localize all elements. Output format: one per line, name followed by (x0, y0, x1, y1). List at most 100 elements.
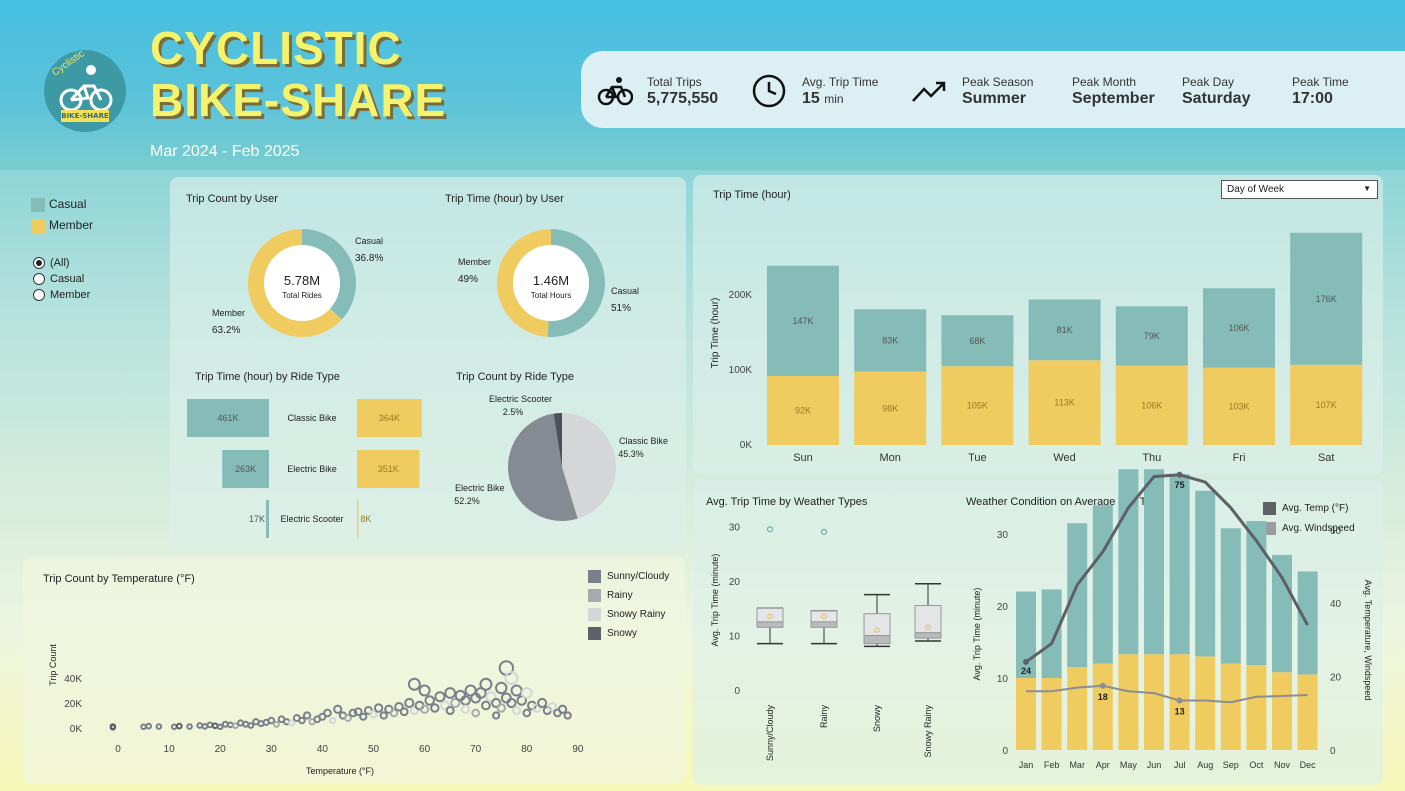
scatter-point (140, 723, 147, 731)
ride-type-label: Electric Bike (287, 464, 337, 474)
donut-slice-member (497, 229, 551, 337)
bar-member (941, 366, 1014, 445)
bar-member (854, 371, 927, 445)
x-tick-label: 10 (164, 744, 176, 755)
legend-avg-temp: Avg. Temp (°F) (1263, 502, 1348, 515)
scatter-point (348, 708, 358, 718)
box-lower (914, 632, 942, 639)
y-tick-label: 20 (729, 577, 741, 588)
bar-casual-value: 83K (882, 335, 898, 345)
bar-casual-value: 106K (1228, 323, 1249, 333)
donut-label-value: 63.2% (212, 325, 240, 336)
chart-title-weather-condition: Weather Condition on Average Trip Time (966, 496, 1164, 508)
filter-option-casual[interactable]: Casual (33, 273, 90, 285)
line-point-label: 13 (1175, 706, 1185, 716)
scatter-point (211, 722, 219, 730)
donut-center-label: Total Rides (282, 291, 322, 300)
donut-label-name: Casual (611, 286, 639, 296)
donut-center-label: Total Hours (531, 291, 571, 300)
x-tick-label: 80 (521, 744, 533, 755)
cyclistic-logo: Cyclistic BIKE-SHARE (44, 48, 126, 132)
month-bar-member (1118, 654, 1139, 750)
kpi-bar: Total Trips 5,775,550 Avg. Trip Time 15 … (581, 51, 1405, 128)
y-tick-label: 0 (1002, 746, 1008, 757)
bar-casual-2 (265, 500, 269, 538)
month-bar-member (1092, 663, 1113, 750)
month-bar-casual (1144, 469, 1164, 655)
pie-slice (553, 413, 562, 467)
bar-member (1290, 364, 1363, 445)
kpi-total-trips: Total Trips 5,775,550 (647, 75, 719, 107)
scatter-point (404, 697, 415, 709)
scatter-point (454, 689, 467, 702)
date-range: Mar 2024 - Feb 2025 (150, 143, 300, 160)
scatter-point (557, 704, 568, 714)
bar-casual-value: 147K (792, 316, 813, 326)
filter-option-member[interactable]: Member (33, 289, 90, 301)
scatter-point (445, 705, 455, 716)
line-point (1176, 697, 1183, 704)
bar-member (1028, 360, 1101, 445)
month-bar-member (1220, 663, 1241, 750)
scatter-point (527, 700, 537, 711)
y2-tick-label: 0 (1330, 746, 1336, 757)
dimension-dropdown[interactable]: Day of Week ▼ (1221, 180, 1378, 199)
month-bar-casual (1246, 521, 1267, 666)
y-tick-label: 0K (740, 440, 753, 451)
filter-option-all[interactable]: (All) (33, 257, 90, 269)
chart-title-trip-count-user: Trip Count by User (186, 193, 278, 205)
scatter-point (373, 703, 384, 713)
y-tick-label: 100K (729, 365, 753, 376)
scatter-point (496, 703, 506, 713)
scatter-point (485, 691, 497, 703)
user-legend: Casual Member (31, 197, 93, 233)
scatter-point (409, 705, 419, 716)
logo-badge: BIKE-SHARE (61, 110, 109, 122)
scatter-point (491, 697, 502, 709)
month-bar-member (1067, 667, 1088, 750)
box-lower (810, 621, 838, 628)
scatter-point (500, 692, 512, 704)
bar-casual-value: 79K (1144, 331, 1160, 341)
y-tick-label: 0K (70, 724, 83, 735)
x-tick-label: Thu (1142, 452, 1161, 464)
scatter-point (537, 697, 548, 709)
scatter-point (226, 721, 234, 729)
x-tick-label: Oct (1249, 760, 1264, 770)
bar-member-0 (357, 399, 422, 437)
bar-member (1203, 367, 1275, 445)
line-point (1176, 471, 1183, 478)
month-bar-casual (1067, 523, 1088, 668)
line-point (1099, 682, 1106, 689)
kpi-peak-time: Peak Time 17:00 (1292, 75, 1349, 107)
bar-member (1115, 365, 1188, 445)
month-bar-casual (1272, 554, 1292, 673)
donut-center-value: 5.78M (284, 273, 320, 288)
bar-casual-value: 176K (1316, 294, 1337, 304)
x-tick-label: Nov (1274, 760, 1291, 770)
bar-casual-value: 263K (235, 464, 256, 474)
line-point-label: 18 (1098, 692, 1108, 702)
scatter-point (389, 708, 399, 718)
month-bar-casual (1092, 505, 1113, 664)
x-tick-label: Snowy Rainy (923, 705, 933, 758)
y-tick-label: 40K (64, 674, 82, 685)
month-bar-casual (1195, 490, 1216, 657)
box-point (767, 613, 773, 620)
month-bar-member (1246, 665, 1267, 750)
box-outlier (820, 528, 828, 536)
donut-center (264, 245, 340, 321)
x-tick-label: 90 (572, 744, 584, 755)
bar-member-value: 351K (378, 464, 399, 474)
trend-up-icon (912, 81, 946, 102)
bar-casual (1290, 232, 1363, 365)
donut-label-value: 51% (611, 303, 631, 314)
scatter-point (155, 723, 163, 730)
kpi-avg-trip-time: Avg. Trip Time 15 min (802, 75, 879, 107)
scatter-point (369, 710, 378, 719)
scatter-point (532, 703, 542, 713)
bar-member-value: 364K (379, 413, 400, 423)
box-point (874, 627, 880, 633)
scatter-point (394, 701, 404, 712)
